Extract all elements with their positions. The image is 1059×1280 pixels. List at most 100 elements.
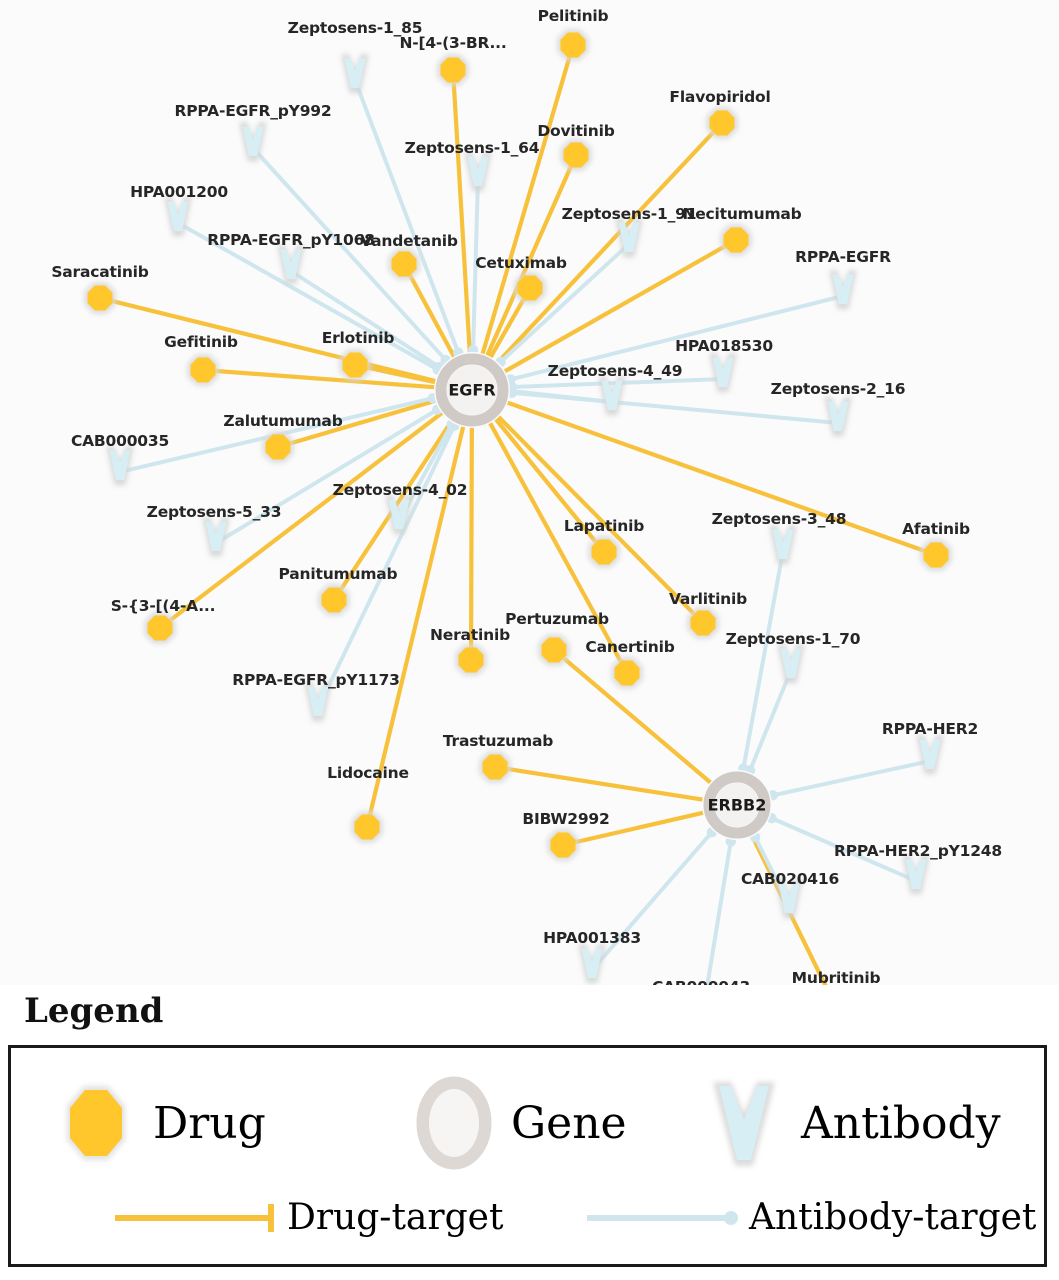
antibody-node[interactable] xyxy=(824,397,852,437)
drug-target-edge-icon xyxy=(115,1204,274,1232)
gene-node-label: EGFR xyxy=(448,380,496,400)
edge-antibody-target xyxy=(769,816,918,883)
antibody-node[interactable] xyxy=(902,855,930,895)
edge-drug-target xyxy=(480,42,576,356)
antibody-node[interactable] xyxy=(615,218,643,258)
drug-node[interactable] xyxy=(514,272,546,304)
edge-antibody-target xyxy=(214,407,440,545)
antibody-node[interactable] xyxy=(341,54,369,94)
edge-drug-target xyxy=(492,764,705,802)
drug-node[interactable] xyxy=(437,54,469,86)
antibody-node[interactable] xyxy=(709,353,737,393)
drug-node[interactable] xyxy=(479,751,511,783)
drug-node[interactable] xyxy=(339,349,371,381)
edge-drug-target xyxy=(401,261,457,359)
legend-box: Drug Gene Antibody xyxy=(8,1045,1047,1267)
drug-node[interactable] xyxy=(687,607,719,639)
gene-node-label: ERBB2 xyxy=(707,795,767,815)
edge-antibody-target xyxy=(590,830,714,972)
network-graph-canvas: Zeptosens-1_85 RPPA-EGFR_pY992 HPA001200 Ze… xyxy=(51,7,1003,996)
drug-node[interactable] xyxy=(262,431,294,463)
drug-node[interactable] xyxy=(388,248,420,280)
edge-drug-target xyxy=(200,367,437,390)
nodes-layer xyxy=(84,29,952,984)
antibody-node[interactable] xyxy=(106,446,134,486)
antibody-node[interactable] xyxy=(277,245,305,285)
edge-antibody-target xyxy=(705,839,733,985)
edge-antibody-target xyxy=(741,549,785,771)
antibody-target-edge-icon xyxy=(587,1211,738,1225)
drug-node[interactable] xyxy=(560,139,592,171)
gene-icon xyxy=(416,1076,492,1170)
antibody-node[interactable] xyxy=(164,197,192,237)
drug-node[interactable] xyxy=(455,644,487,676)
edge-drug-target xyxy=(488,421,630,676)
antibody-node[interactable] xyxy=(304,682,332,722)
drug-node[interactable] xyxy=(920,539,952,571)
drug-node[interactable] xyxy=(547,829,579,861)
legend-label-gene: Gene xyxy=(511,1098,627,1149)
edge-drug-target xyxy=(496,414,706,626)
network-svg xyxy=(84,29,952,985)
edge-antibody-target xyxy=(508,294,845,382)
edge-drug-target xyxy=(502,237,739,374)
edge-antibody-target xyxy=(289,269,442,370)
antibody-icon xyxy=(713,1082,775,1166)
edge-drug-target xyxy=(560,810,705,848)
drug-node[interactable] xyxy=(84,282,116,314)
antibody-node[interactable] xyxy=(578,944,606,984)
drug-node[interactable] xyxy=(351,811,383,843)
edge-drug-target xyxy=(364,424,466,830)
edges-layer xyxy=(97,42,939,985)
antibody-node[interactable] xyxy=(775,879,803,919)
antibody-node[interactable] xyxy=(769,525,797,565)
edge-drug-target xyxy=(275,398,438,450)
edge-drug-target xyxy=(750,834,828,985)
legend-label-antibody: Antibody xyxy=(801,1098,1001,1149)
drug-node[interactable] xyxy=(318,584,350,616)
edge-drug-target xyxy=(468,425,474,663)
legend-item-drug-target: Drug-target xyxy=(111,1198,503,1238)
edge-drug-target xyxy=(97,295,438,383)
drug-node[interactable] xyxy=(706,107,738,139)
gene-node[interactable] xyxy=(702,770,772,840)
legend-item-drug: Drug xyxy=(53,1074,266,1174)
legend-shapes-row: Drug Gene Antibody xyxy=(11,1074,1044,1179)
legend-label-antibody-target: Antibody-target xyxy=(749,1197,1037,1238)
legend-title: Legend xyxy=(24,991,164,1031)
drug-node[interactable] xyxy=(144,612,176,644)
antibody-node[interactable] xyxy=(385,495,413,535)
edge-antibody-target xyxy=(251,146,448,362)
edge-antibody-target xyxy=(353,78,461,355)
legend-edges-row: Drug-target Antibody-target xyxy=(11,1198,1044,1258)
edge-drug-target xyxy=(495,120,725,365)
edge-antibody-target xyxy=(316,423,457,710)
antibody-node[interactable] xyxy=(916,735,944,775)
drug-node[interactable] xyxy=(187,354,219,386)
edge-antibody-target xyxy=(498,242,631,364)
antibody-node[interactable] xyxy=(777,644,805,684)
antibody-node[interactable] xyxy=(464,152,492,192)
legend-item-antibody-target: Antibody-target xyxy=(583,1198,1036,1238)
edge-drug-target xyxy=(485,152,579,358)
legend-section: Legend Drug Gene xyxy=(0,985,1059,1280)
drug-node[interactable] xyxy=(720,224,752,256)
antibody-node[interactable] xyxy=(829,270,857,310)
antibody-node[interactable] xyxy=(239,122,267,162)
antibody-node[interactable] xyxy=(598,376,626,416)
edge-antibody-target xyxy=(748,668,793,773)
edge-drug-target xyxy=(505,400,939,558)
edge-drug-target xyxy=(551,647,713,785)
edge-drug-target xyxy=(493,417,607,555)
drug-node[interactable] xyxy=(611,657,643,689)
drug-node[interactable] xyxy=(588,536,620,568)
antibody-node[interactable] xyxy=(202,517,230,557)
legend-item-gene: Gene xyxy=(411,1074,627,1174)
gene-node[interactable] xyxy=(434,352,510,428)
legend-label-drug: Drug xyxy=(153,1098,266,1149)
drug-node[interactable] xyxy=(538,634,570,666)
drug-node[interactable] xyxy=(557,29,589,61)
legend-item-antibody: Antibody xyxy=(701,1074,1001,1174)
edge-drug-target xyxy=(450,67,472,355)
edge-antibody-target xyxy=(176,221,440,372)
